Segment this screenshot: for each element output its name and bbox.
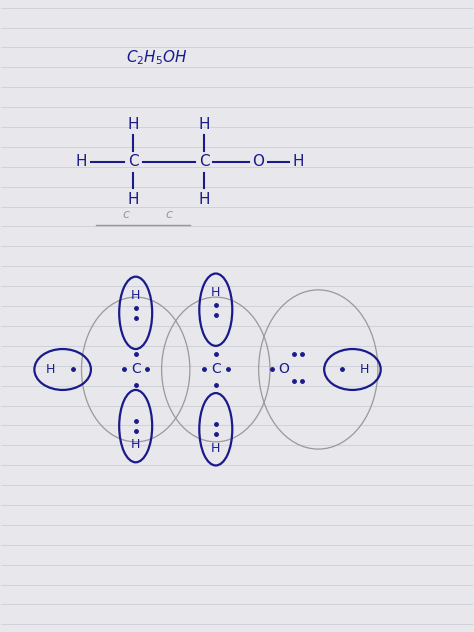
- Text: H: H: [211, 286, 220, 298]
- Text: H: H: [131, 289, 140, 301]
- Text: H: H: [128, 116, 139, 131]
- Text: H: H: [198, 192, 210, 207]
- Text: $\mathit{C_2H_5OH}$: $\mathit{C_2H_5OH}$: [126, 49, 188, 68]
- Text: H: H: [360, 363, 369, 376]
- Text: H: H: [128, 192, 139, 207]
- Text: c: c: [165, 208, 172, 221]
- Text: H: H: [76, 154, 87, 169]
- Text: H: H: [211, 442, 220, 454]
- Text: C: C: [131, 363, 141, 377]
- Text: C: C: [128, 154, 138, 169]
- Text: H: H: [46, 363, 55, 376]
- Text: H: H: [131, 439, 140, 451]
- Text: O: O: [279, 363, 290, 377]
- Text: c: c: [123, 208, 130, 221]
- Text: C: C: [199, 154, 210, 169]
- Text: H: H: [292, 154, 304, 169]
- Text: H: H: [198, 116, 210, 131]
- Text: C: C: [211, 363, 221, 377]
- Text: O: O: [252, 154, 264, 169]
